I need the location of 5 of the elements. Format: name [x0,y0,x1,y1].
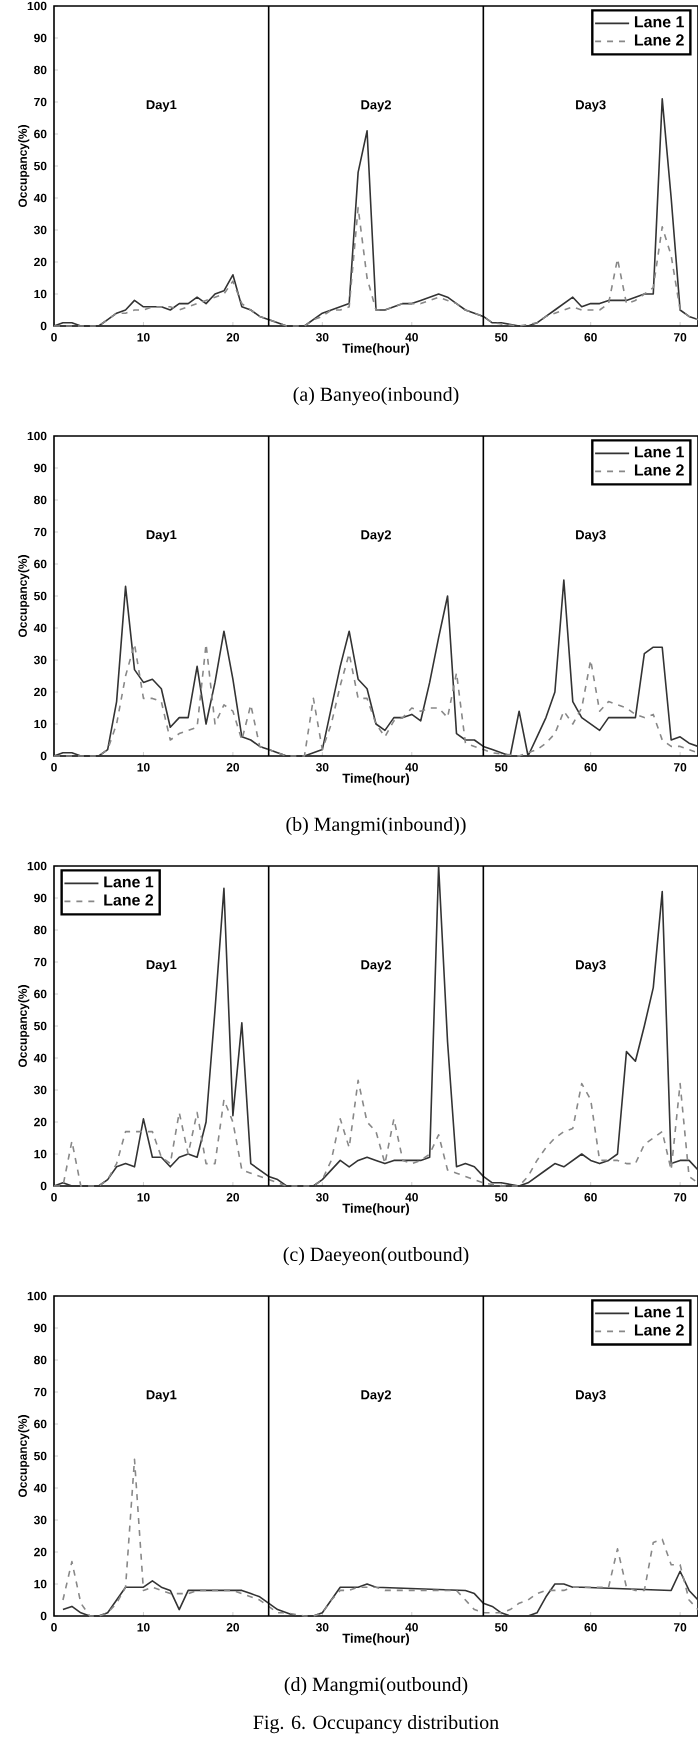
text: (a) Banyeo(inbound) [293,387,459,406]
text: (c) Daeyeon(outbound) [283,1247,469,1266]
caption: Fig. 6. Occupancy distribution [253,1715,499,1734]
text: (b) Mangmi(inbound)) [286,817,466,836]
text: (d) Mangmi(outbound) [284,1677,468,1696]
